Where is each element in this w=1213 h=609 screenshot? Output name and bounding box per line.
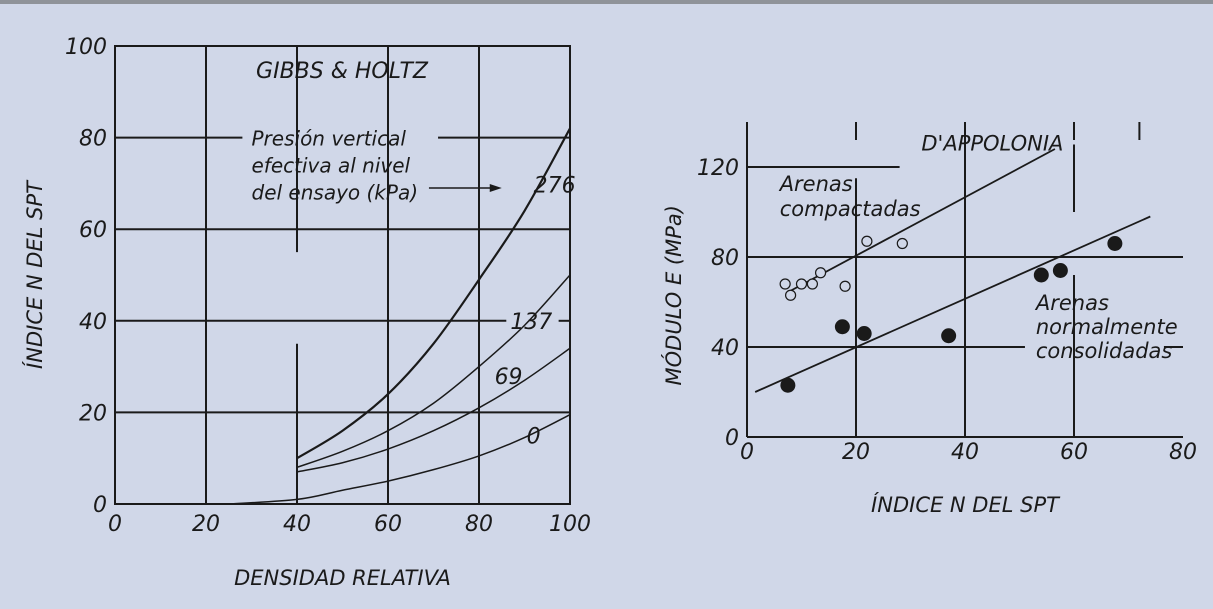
chart1-annotation-arrowhead bbox=[489, 183, 502, 192]
chart2-point-compactadas bbox=[861, 235, 873, 247]
chart1-series-line-137 bbox=[296, 274, 571, 469]
chart1-series-label-137: 137 bbox=[510, 310, 552, 335]
chart2-point-compactadas bbox=[779, 278, 791, 290]
chart2-point-consolidadas bbox=[1107, 236, 1123, 251]
chart1-series-line-276 bbox=[296, 127, 571, 460]
chart2-point-compactadas bbox=[814, 267, 827, 279]
chart2-point-consolidadas bbox=[941, 328, 957, 344]
chart2-point-consolidadas bbox=[1052, 263, 1068, 278]
chart1-y-tick-label: 40 bbox=[79, 310, 107, 335]
chart1-x-tick-label: 0 bbox=[108, 512, 122, 537]
chart1-annotation-line: Presión vertical bbox=[252, 127, 407, 151]
chart1-x-axis-label: DENSIDAD RELATIVA bbox=[234, 566, 451, 590]
chart2-x-tick-label: 60 bbox=[1060, 440, 1088, 465]
chart1-y-tick-label: 60 bbox=[79, 218, 107, 243]
chart2-series-label-consolidadas: Arenas bbox=[1034, 291, 1109, 315]
chart1-series-label-0: 0 bbox=[527, 424, 541, 449]
chart2-x-tick-label: 20 bbox=[842, 440, 870, 465]
chart2-x-tick-label: 0 bbox=[740, 440, 754, 465]
chart2-series-label-consolidadas: consolidadas bbox=[1036, 339, 1173, 363]
chart1-y-tick-label: 80 bbox=[79, 127, 107, 152]
chart2-point-compactadas bbox=[839, 280, 851, 292]
chart2-x-axis-label: ÍNDICE N DEL SPT bbox=[871, 492, 1061, 517]
chart2-y-axis-label: MÓDULO E (MPa) bbox=[661, 205, 686, 385]
chart1-series-line-0 bbox=[228, 414, 571, 505]
chart2-y-tick-label: 120 bbox=[697, 156, 739, 181]
chart1-x-tick-label: 40 bbox=[283, 512, 311, 537]
chart2-fit-line-compactadas bbox=[790, 148, 1056, 292]
chart1-y-tick-label: 20 bbox=[79, 401, 107, 426]
chart2-point-consolidadas bbox=[780, 377, 796, 393]
chart1-annotation-line: efectiva al nivel bbox=[252, 154, 411, 178]
chart1-y-tick-label: 0 bbox=[93, 493, 107, 518]
chart1-x-tick-label: 100 bbox=[549, 512, 591, 537]
chart2-point-consolidadas bbox=[856, 326, 872, 341]
chart2-point-consolidadas bbox=[834, 319, 850, 335]
chart1-series-label-69: 69 bbox=[495, 365, 523, 390]
chart2-point-compactadas bbox=[795, 278, 808, 290]
chart1-y-axis-label: ÍNDICE N DEL SPT bbox=[22, 179, 47, 369]
chart1-annotation-line: del ensayo (kPa) bbox=[252, 181, 419, 205]
chart2-point-compactadas bbox=[896, 237, 908, 250]
top-rule bbox=[0, 0, 1213, 4]
chart1-frame bbox=[114, 45, 571, 505]
chart2-series-label-compactadas: Arenas bbox=[778, 172, 853, 196]
chart2-point-compactadas bbox=[806, 278, 819, 290]
chart2-point-compactadas bbox=[784, 289, 797, 301]
chart1-y-tick-label: 100 bbox=[65, 35, 107, 60]
chart2-x-tick-label: 80 bbox=[1169, 440, 1197, 465]
chart2-y-tick-label: 40 bbox=[711, 336, 739, 361]
chart2-title: D'APPOLONIA bbox=[921, 131, 1063, 155]
chart1-x-tick-label: 60 bbox=[374, 512, 402, 537]
chart1-x-tick-label: 80 bbox=[465, 512, 493, 537]
chart1-title: GIBBS & HOLTZ bbox=[256, 59, 429, 84]
chart2-series-label-consolidadas: normalmente bbox=[1036, 315, 1178, 339]
chart1-series-label-276: 276 bbox=[534, 174, 576, 199]
chart2-point-consolidadas bbox=[1033, 267, 1049, 283]
chart2-fit-line-consolidadas bbox=[754, 215, 1151, 393]
chart1-series-line-69 bbox=[296, 347, 571, 473]
chart2-y-tick-label: 80 bbox=[711, 246, 739, 271]
chart2-x-tick-label: 40 bbox=[951, 440, 979, 465]
chart2-series-label-compactadas: compactadas bbox=[780, 197, 921, 221]
chart1-x-tick-label: 20 bbox=[192, 512, 220, 537]
chart2-y-tick-label: 0 bbox=[725, 426, 739, 451]
